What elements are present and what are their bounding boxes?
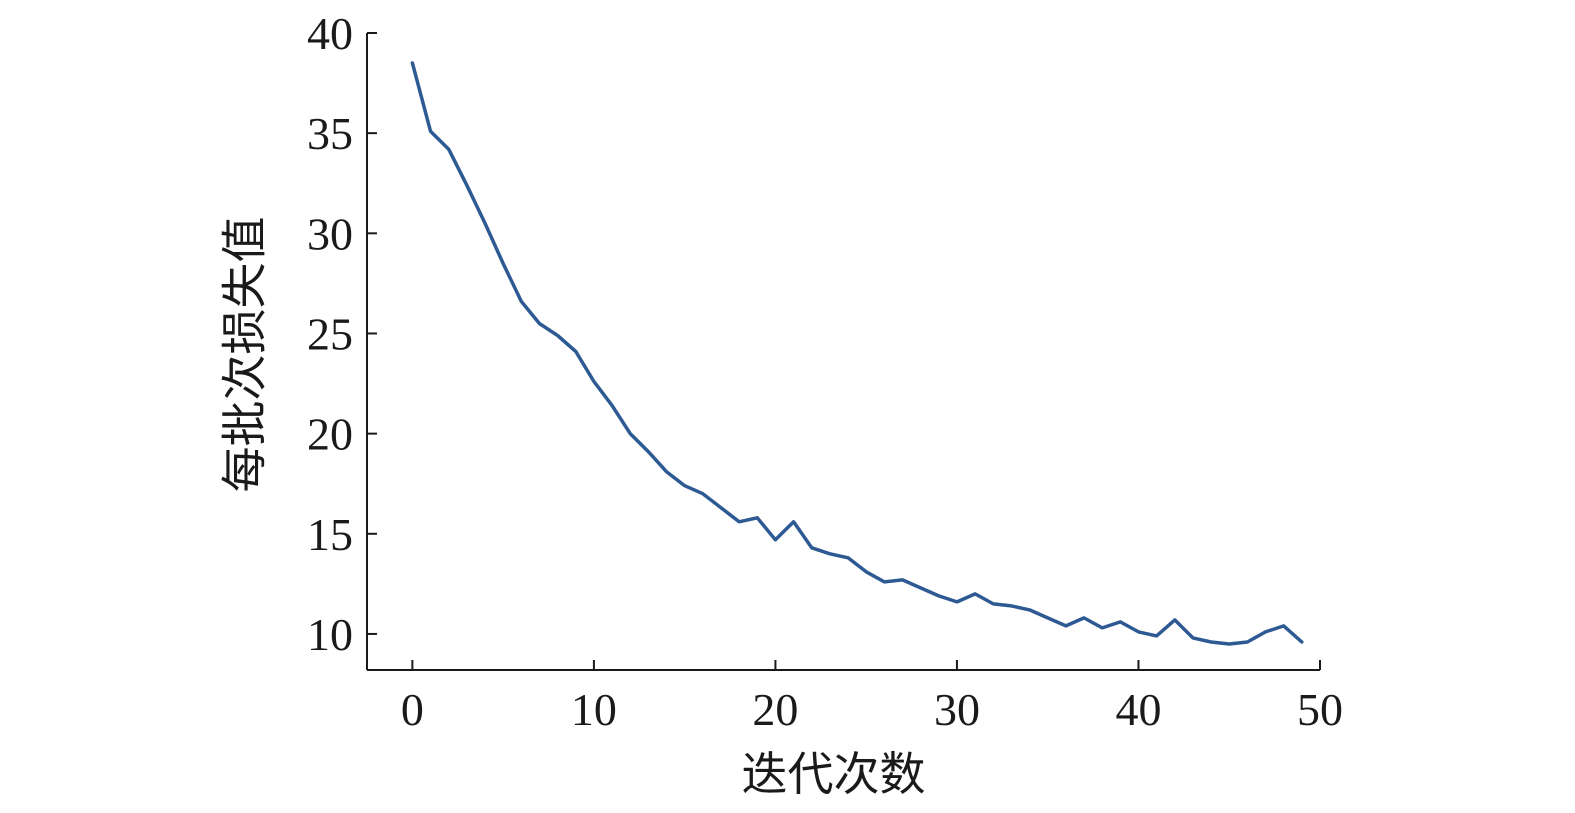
y-tick-label: 40 xyxy=(307,8,353,59)
y-tick-label: 20 xyxy=(307,409,353,460)
y-tick-label: 10 xyxy=(307,609,353,660)
series-layer xyxy=(410,61,1304,646)
x-tick-label: 40 xyxy=(1115,684,1161,735)
x-tick-label: 10 xyxy=(571,684,617,735)
x-tick-label: 20 xyxy=(752,684,798,735)
y-axis-title: 每批次损失值 xyxy=(218,217,272,493)
y-tick-label: 30 xyxy=(307,208,353,259)
y-tick-label: 25 xyxy=(307,308,353,359)
y-tick-label: 35 xyxy=(307,108,353,159)
x-tick-label: 50 xyxy=(1297,684,1343,735)
x-ticks: 0 10 20 30 40 50 xyxy=(401,660,1343,735)
x-tick-label: 30 xyxy=(934,684,980,735)
x-axis-title: 迭代次数 xyxy=(742,747,926,801)
loss-series-line xyxy=(410,61,1304,646)
x-tick-label: 0 xyxy=(401,684,424,735)
axes xyxy=(366,33,1320,671)
y-tick-label: 15 xyxy=(307,509,353,560)
y-ticks: 10 15 20 25 30 35 40 xyxy=(307,8,377,660)
